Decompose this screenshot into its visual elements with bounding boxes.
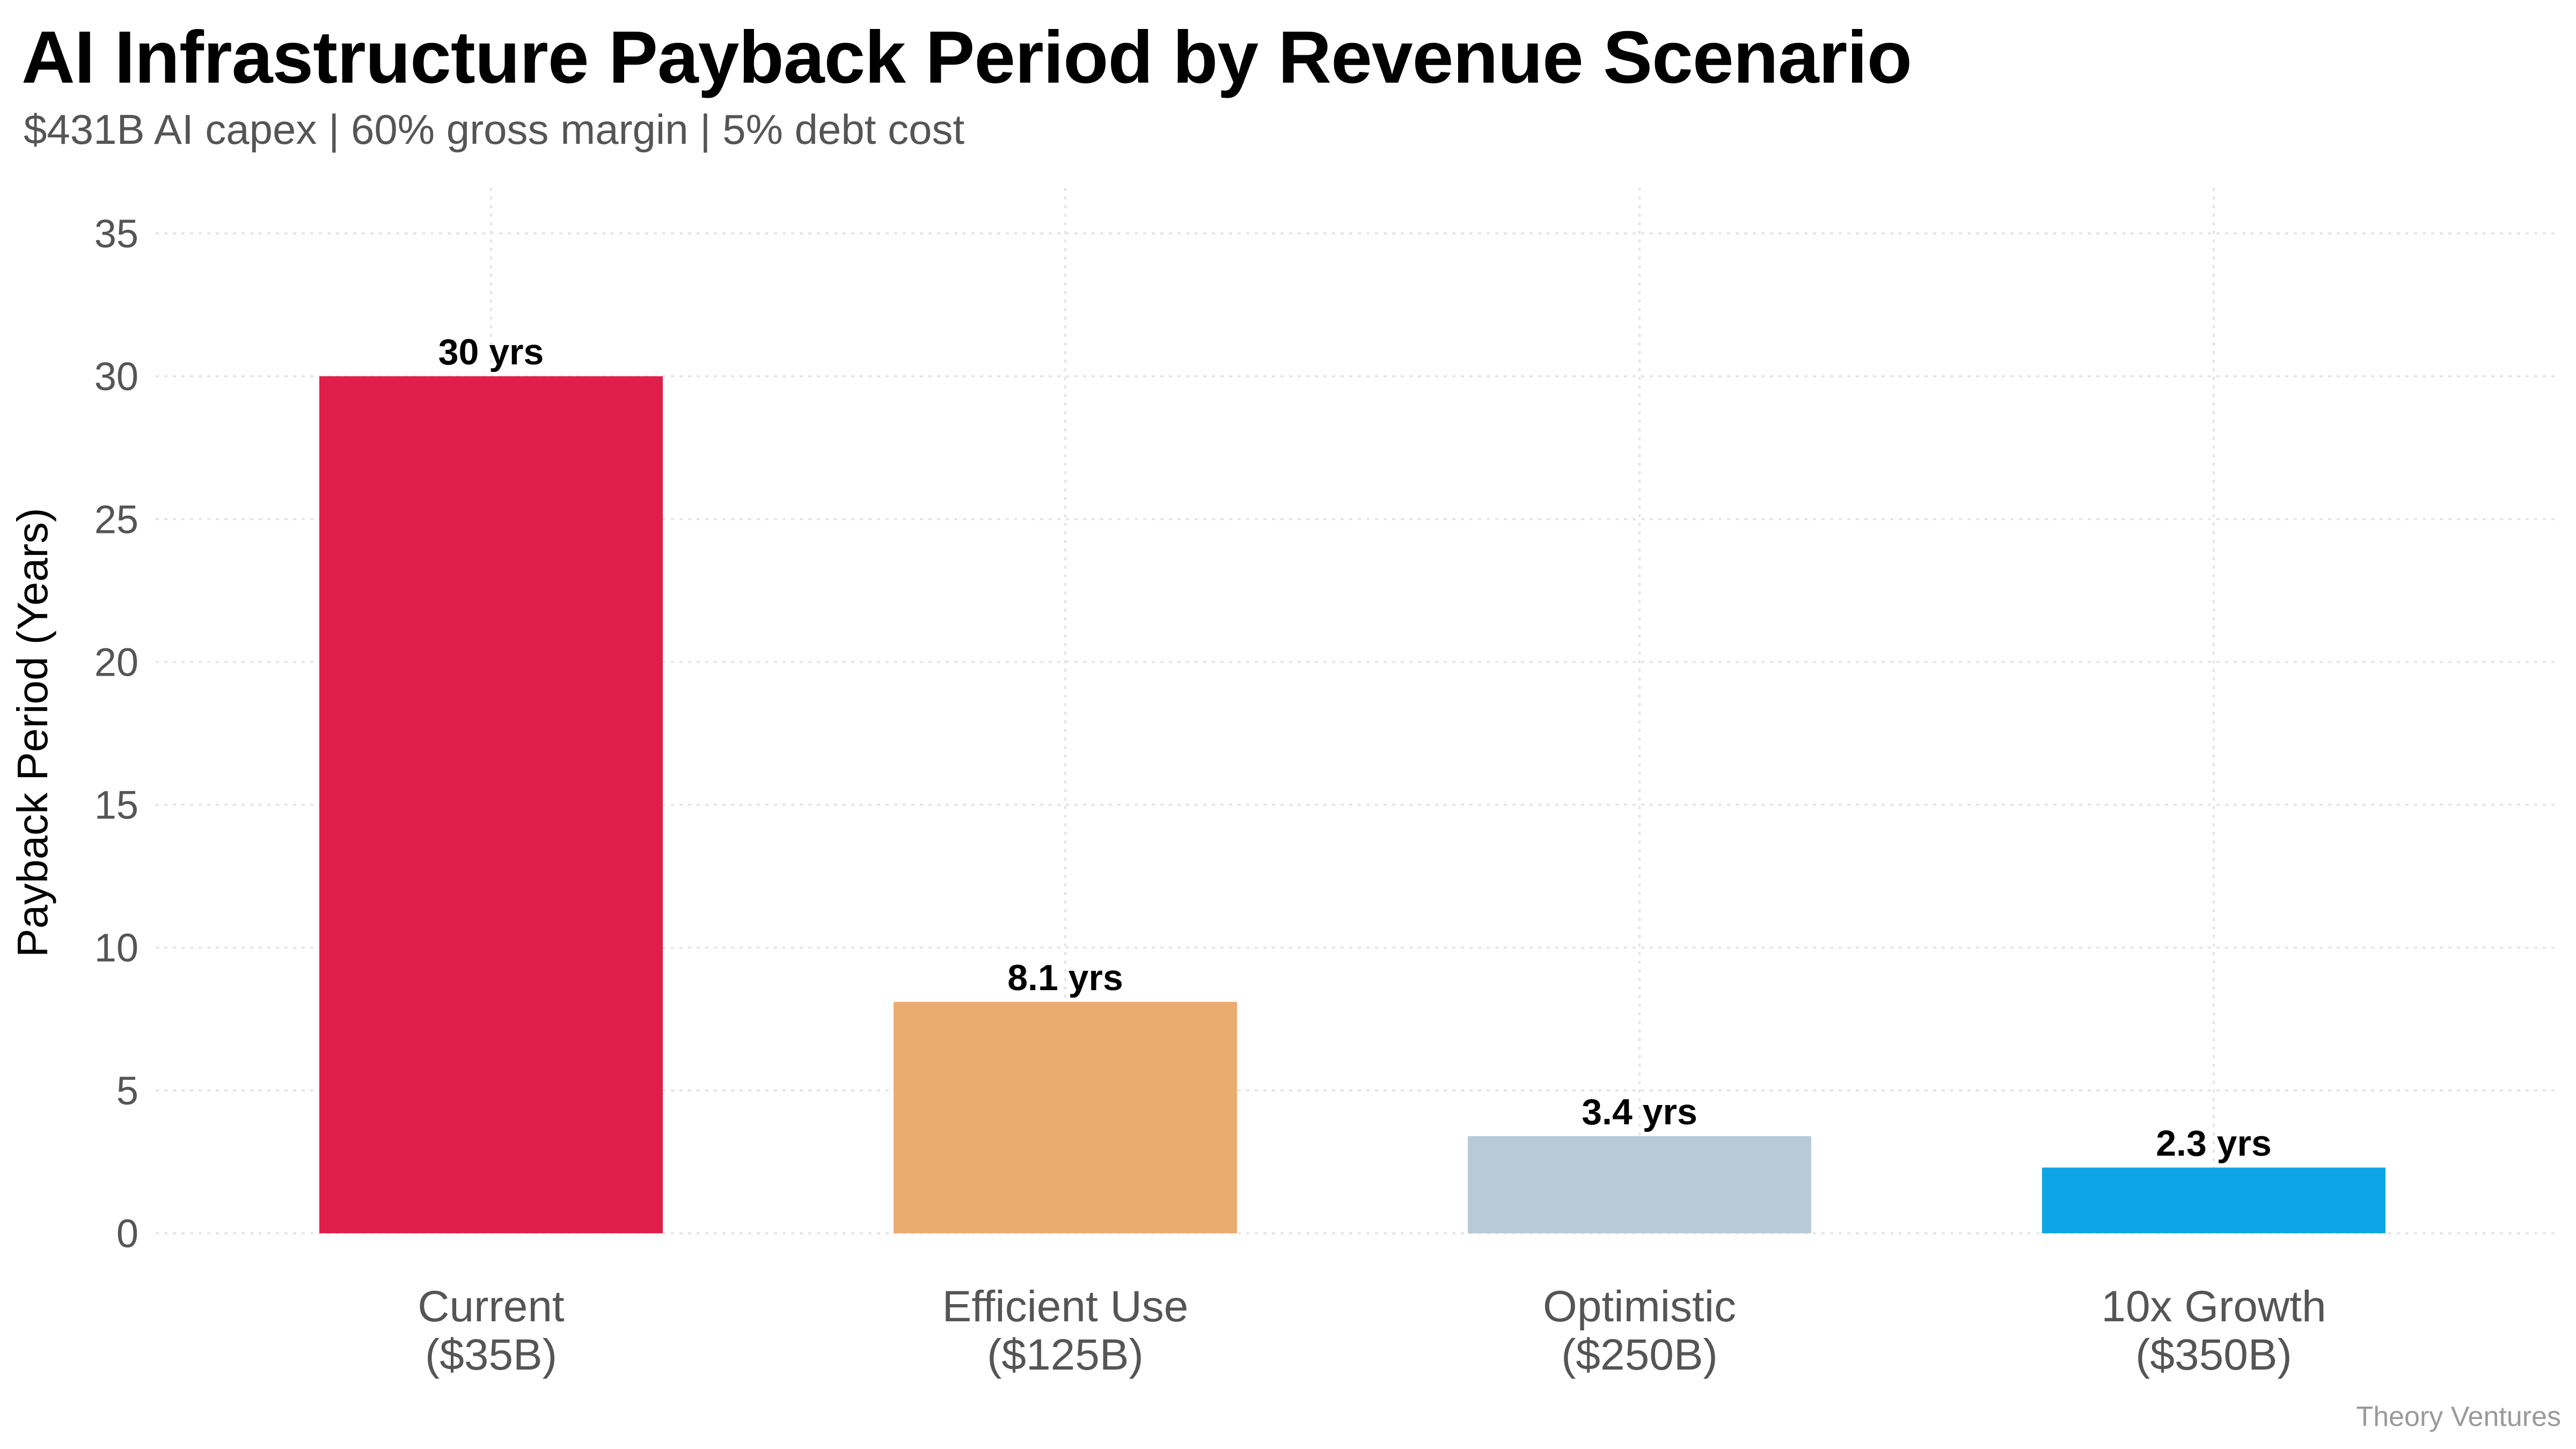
bar [1468,1136,1811,1233]
y-axis-label: Payback Period (Years) [9,508,56,957]
y-tick-label: 5 [116,1069,138,1113]
x-tick-label: Efficient Use [942,1282,1189,1331]
y-axis-ticks: 0 5 10 15 20 25 30 35 [94,211,138,1256]
y-tick-label: 30 [94,354,138,399]
x-tick-label: 10x Growth [2101,1282,2326,1331]
y-tick-label: 35 [94,211,138,256]
x-axis-ticks: Current($35B) Efficient Use($125B) Optimis… [418,1282,2326,1379]
bar-value-label: 3.4 yrs [1582,1092,1697,1132]
x-tick-label: Current [418,1282,565,1331]
bar [894,1001,1237,1233]
x-tick-label: ($350B) [2135,1330,2292,1379]
bar-value-label: 2.3 yrs [2156,1123,2272,1164]
y-tick-label: 20 [94,640,138,684]
y-tick-label: 10 [94,926,138,970]
x-tick-label: ($125B) [987,1330,1144,1379]
chart-subtitle: $431B AI capex | 60% gross margin | 5% d… [24,106,965,153]
bar [2042,1167,2385,1233]
bar-value-label: 8.1 yrs [1007,957,1123,998]
source-credit: Theory Ventures [2356,1401,2561,1432]
chart-title: AI Infrastructure Payback Period by Reve… [21,16,1912,99]
bars [319,376,2385,1233]
y-tick-label: 15 [94,783,138,828]
x-tick-label: ($35B) [425,1330,557,1379]
bar-value-label: 30 yrs [438,332,544,372]
y-tick-label: 0 [116,1211,138,1256]
bar [319,376,663,1233]
bar-value-labels: 30 yrs 8.1 yrs 3.4 yrs 2.3 yrs [438,332,2272,1163]
y-tick-label: 25 [94,497,138,541]
x-tick-label: ($250B) [1561,1330,1718,1379]
x-tick-label: Optimistic [1543,1282,1736,1331]
